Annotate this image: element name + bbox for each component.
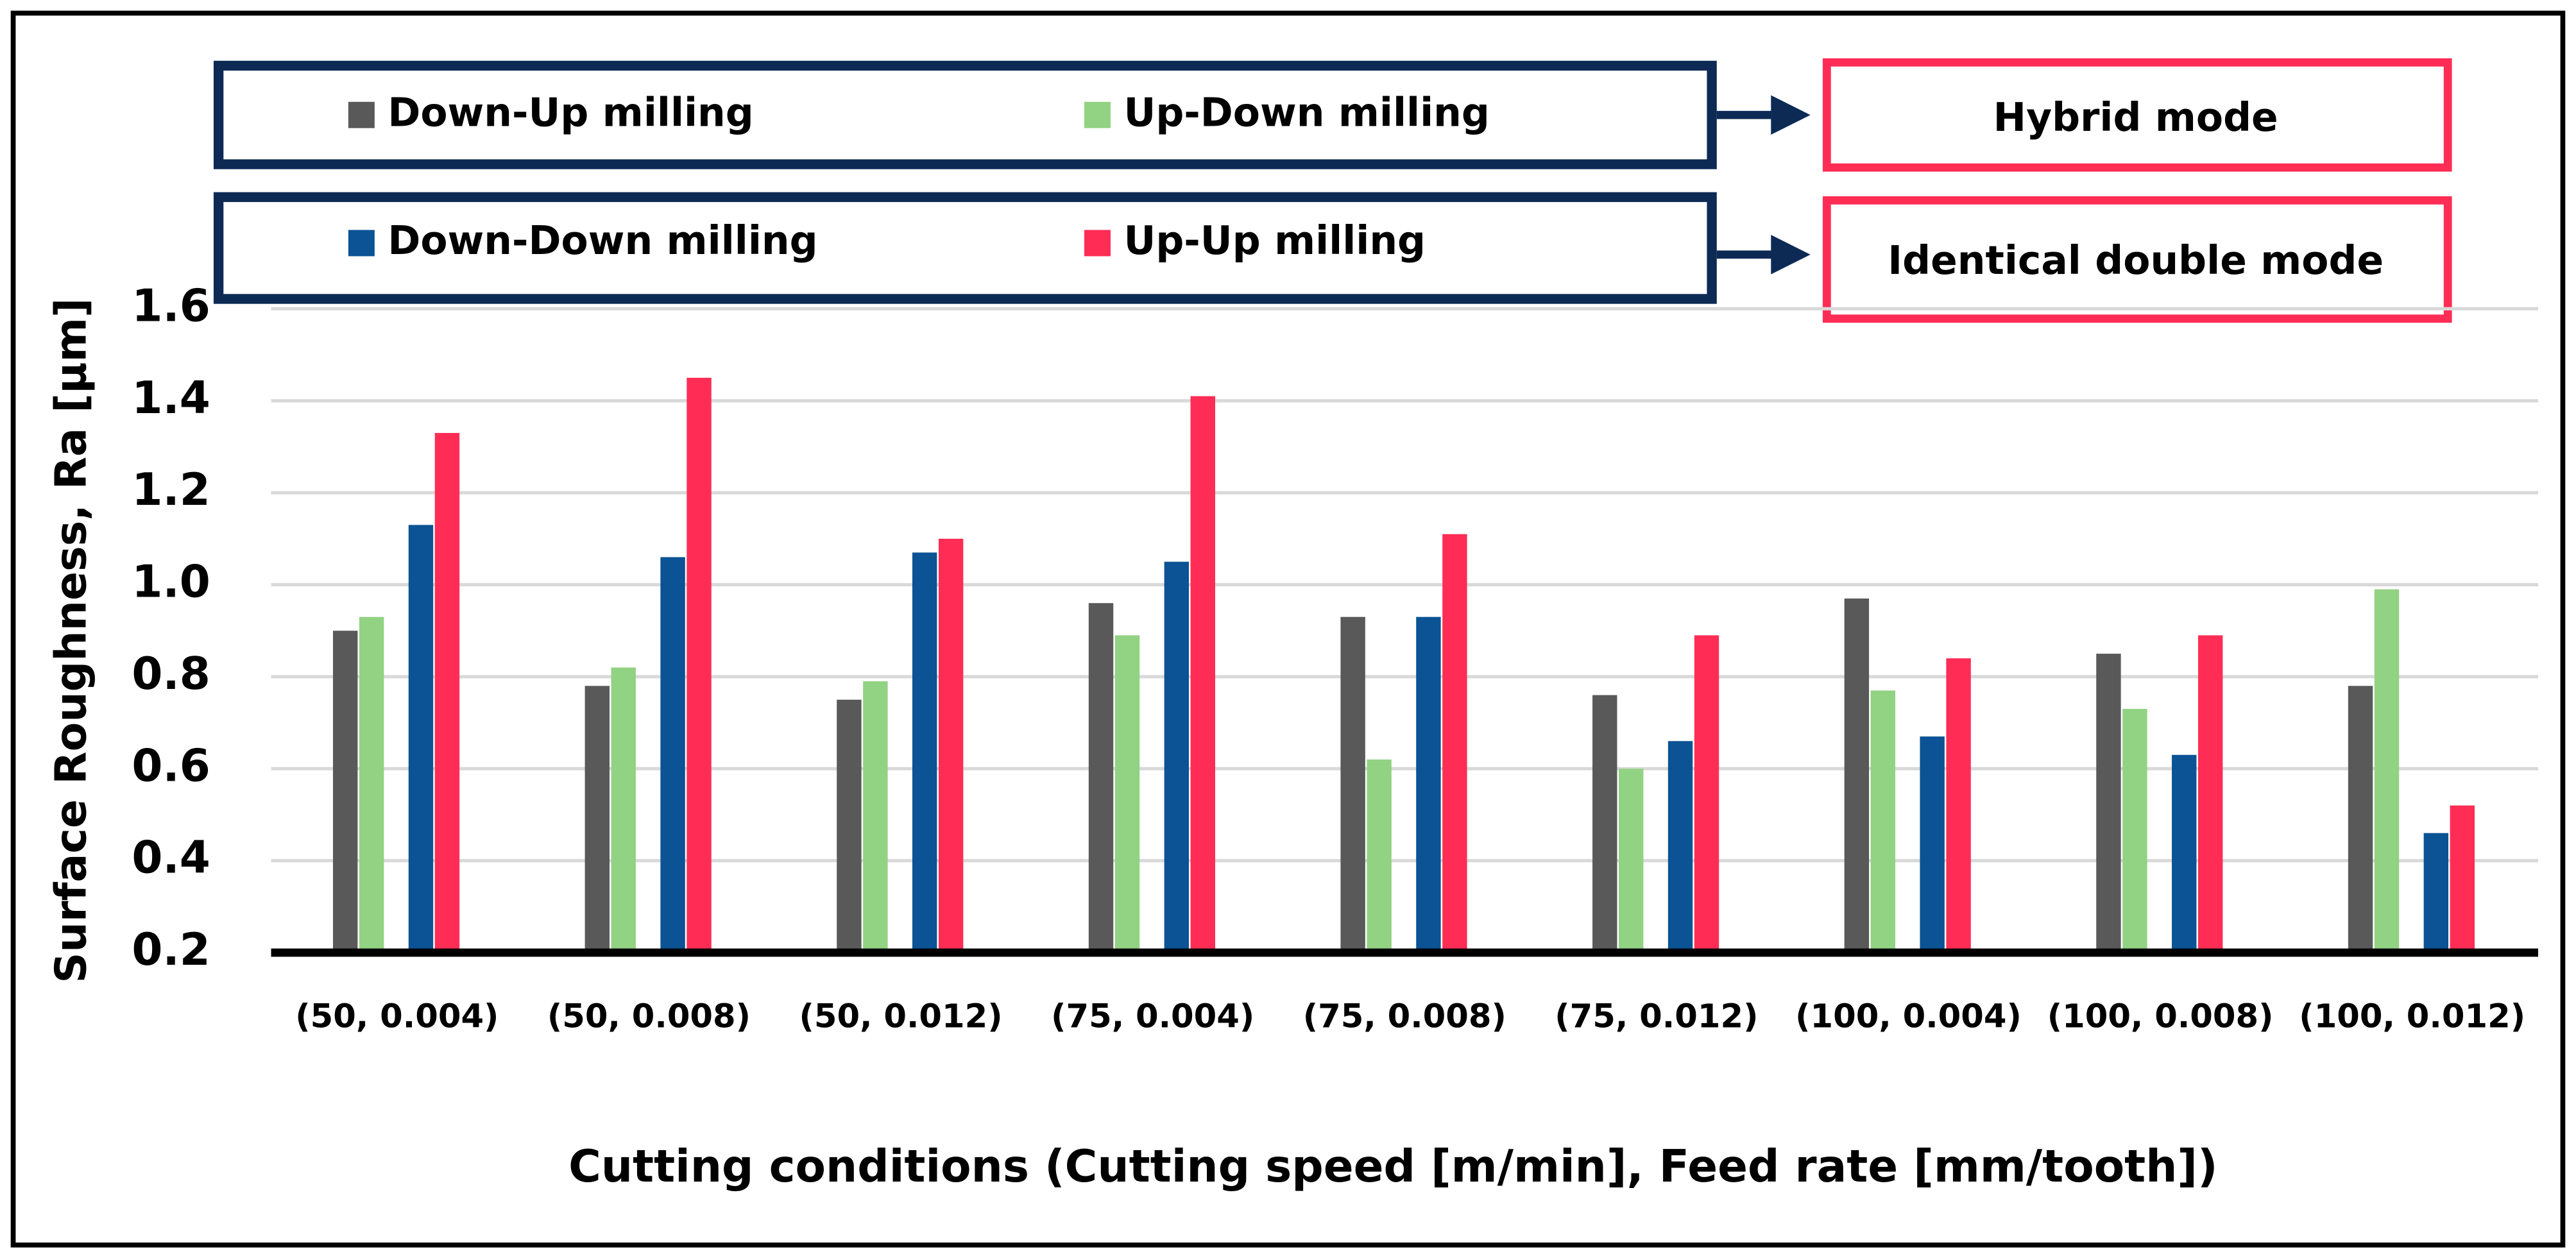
bar [2122,709,2147,953]
bar [938,538,964,953]
y-tick-label: 1.6 [132,280,210,332]
bar [1340,616,1365,953]
bar [1694,635,1719,953]
y-tick-label: 0.2 [132,924,210,976]
legend-box [213,192,1717,304]
y-tick-label: 1.2 [132,464,210,516]
x-tick-label: (50, 0.004) [295,997,499,1035]
x-tick-label: (75, 0.012) [1555,997,1758,1035]
bar [1870,690,1896,953]
bar [1592,695,1617,953]
bar [1442,534,1467,953]
bar [1946,658,1971,953]
bar [2423,833,2449,953]
mode-box [1822,196,2452,323]
bar [660,557,685,953]
bar [1920,736,1945,953]
bar [863,681,888,953]
bar [2172,754,2197,953]
x-tick-label: (75, 0.008) [1303,997,1506,1035]
x-tick-label: (100, 0.008) [2047,997,2274,1035]
bar [1619,768,1644,953]
bar [2198,635,2223,953]
x-axis-label: Cutting conditions (Cutting speed [m/min… [568,1141,2218,1192]
bar [2450,805,2475,953]
legend-box [213,60,1717,169]
mode-label: Identical double mode [1888,238,2384,284]
bar [837,699,862,953]
bar [1164,561,1190,953]
y-tick-label: 0.4 [132,833,210,884]
bar [1367,759,1392,953]
bar [408,525,434,953]
arrow [1716,95,1811,275]
bar [359,616,384,953]
legend-swatch [348,230,375,257]
legend-label: Down-Down milling [388,218,817,264]
bar [1088,603,1114,953]
bar [611,667,636,953]
bar [2096,654,2121,953]
bar [333,631,358,953]
bar [1190,396,1215,953]
legend-label: Down-Up milling [388,90,753,135]
legend-label: Up-Up milling [1123,218,1426,264]
y-tick-label: 1.4 [132,373,210,424]
legend-swatch [1084,230,1111,257]
bar [1416,616,1441,953]
y-tick-label: 1.0 [132,557,210,608]
x-tick-label: (75, 0.004) [1051,997,1254,1035]
x-tick-label: (50, 0.012) [799,997,1002,1035]
bar [584,686,610,953]
bar [2374,589,2400,953]
bar [1114,635,1140,953]
y-tick-label: 0.6 [132,740,210,792]
legend-label: Up-Down milling [1123,90,1489,135]
legend-swatch [348,101,375,128]
x-tick-label: (50, 0.008) [547,997,751,1035]
y-tick-label: 0.8 [132,649,210,700]
x-tick-label: (100, 0.004) [1795,997,2022,1035]
y-axis-label: Surface Roughness, Ra [µm] [46,298,96,983]
bar [434,432,460,953]
legend-swatch [1084,101,1111,128]
bar [912,552,937,953]
bar [1844,598,1870,953]
bar [2348,686,2373,953]
bar [1668,741,1693,953]
mode-label: Hybrid mode [1993,95,2278,140]
bar [687,377,712,953]
mode-box [1822,58,2452,172]
x-tick-label: (100, 0.012) [2299,997,2525,1035]
